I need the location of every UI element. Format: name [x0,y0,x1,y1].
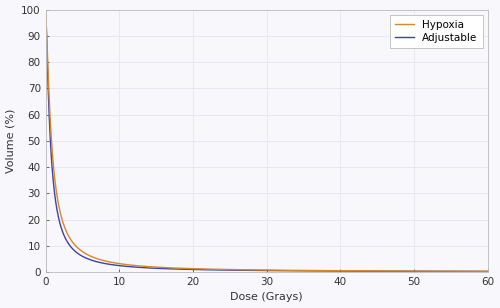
Hypoxia [120,262,126,266]
Hypoxia [476,270,482,273]
X-axis label: Dose (Grays): Dose (Grays) [230,292,303,302]
Hypoxia [93,257,99,260]
Adjustable [42,8,48,11]
Y-axis label: Volume (%): Volume (%) [6,109,16,173]
Adjustable [476,270,482,273]
Hypoxia [232,268,237,271]
Adjustable [428,270,434,273]
Hypoxia [485,270,491,273]
Hypoxia [212,267,218,271]
Legend: Hypoxia, Adjustable: Hypoxia, Adjustable [390,15,482,48]
Adjustable [93,260,99,263]
Hypoxia [42,8,48,11]
Line: Hypoxia: Hypoxia [46,10,488,271]
Adjustable [120,264,126,268]
Adjustable [485,270,491,273]
Line: Adjustable: Adjustable [46,10,488,271]
Adjustable [212,268,218,272]
Hypoxia [428,269,434,273]
Adjustable [232,268,237,272]
